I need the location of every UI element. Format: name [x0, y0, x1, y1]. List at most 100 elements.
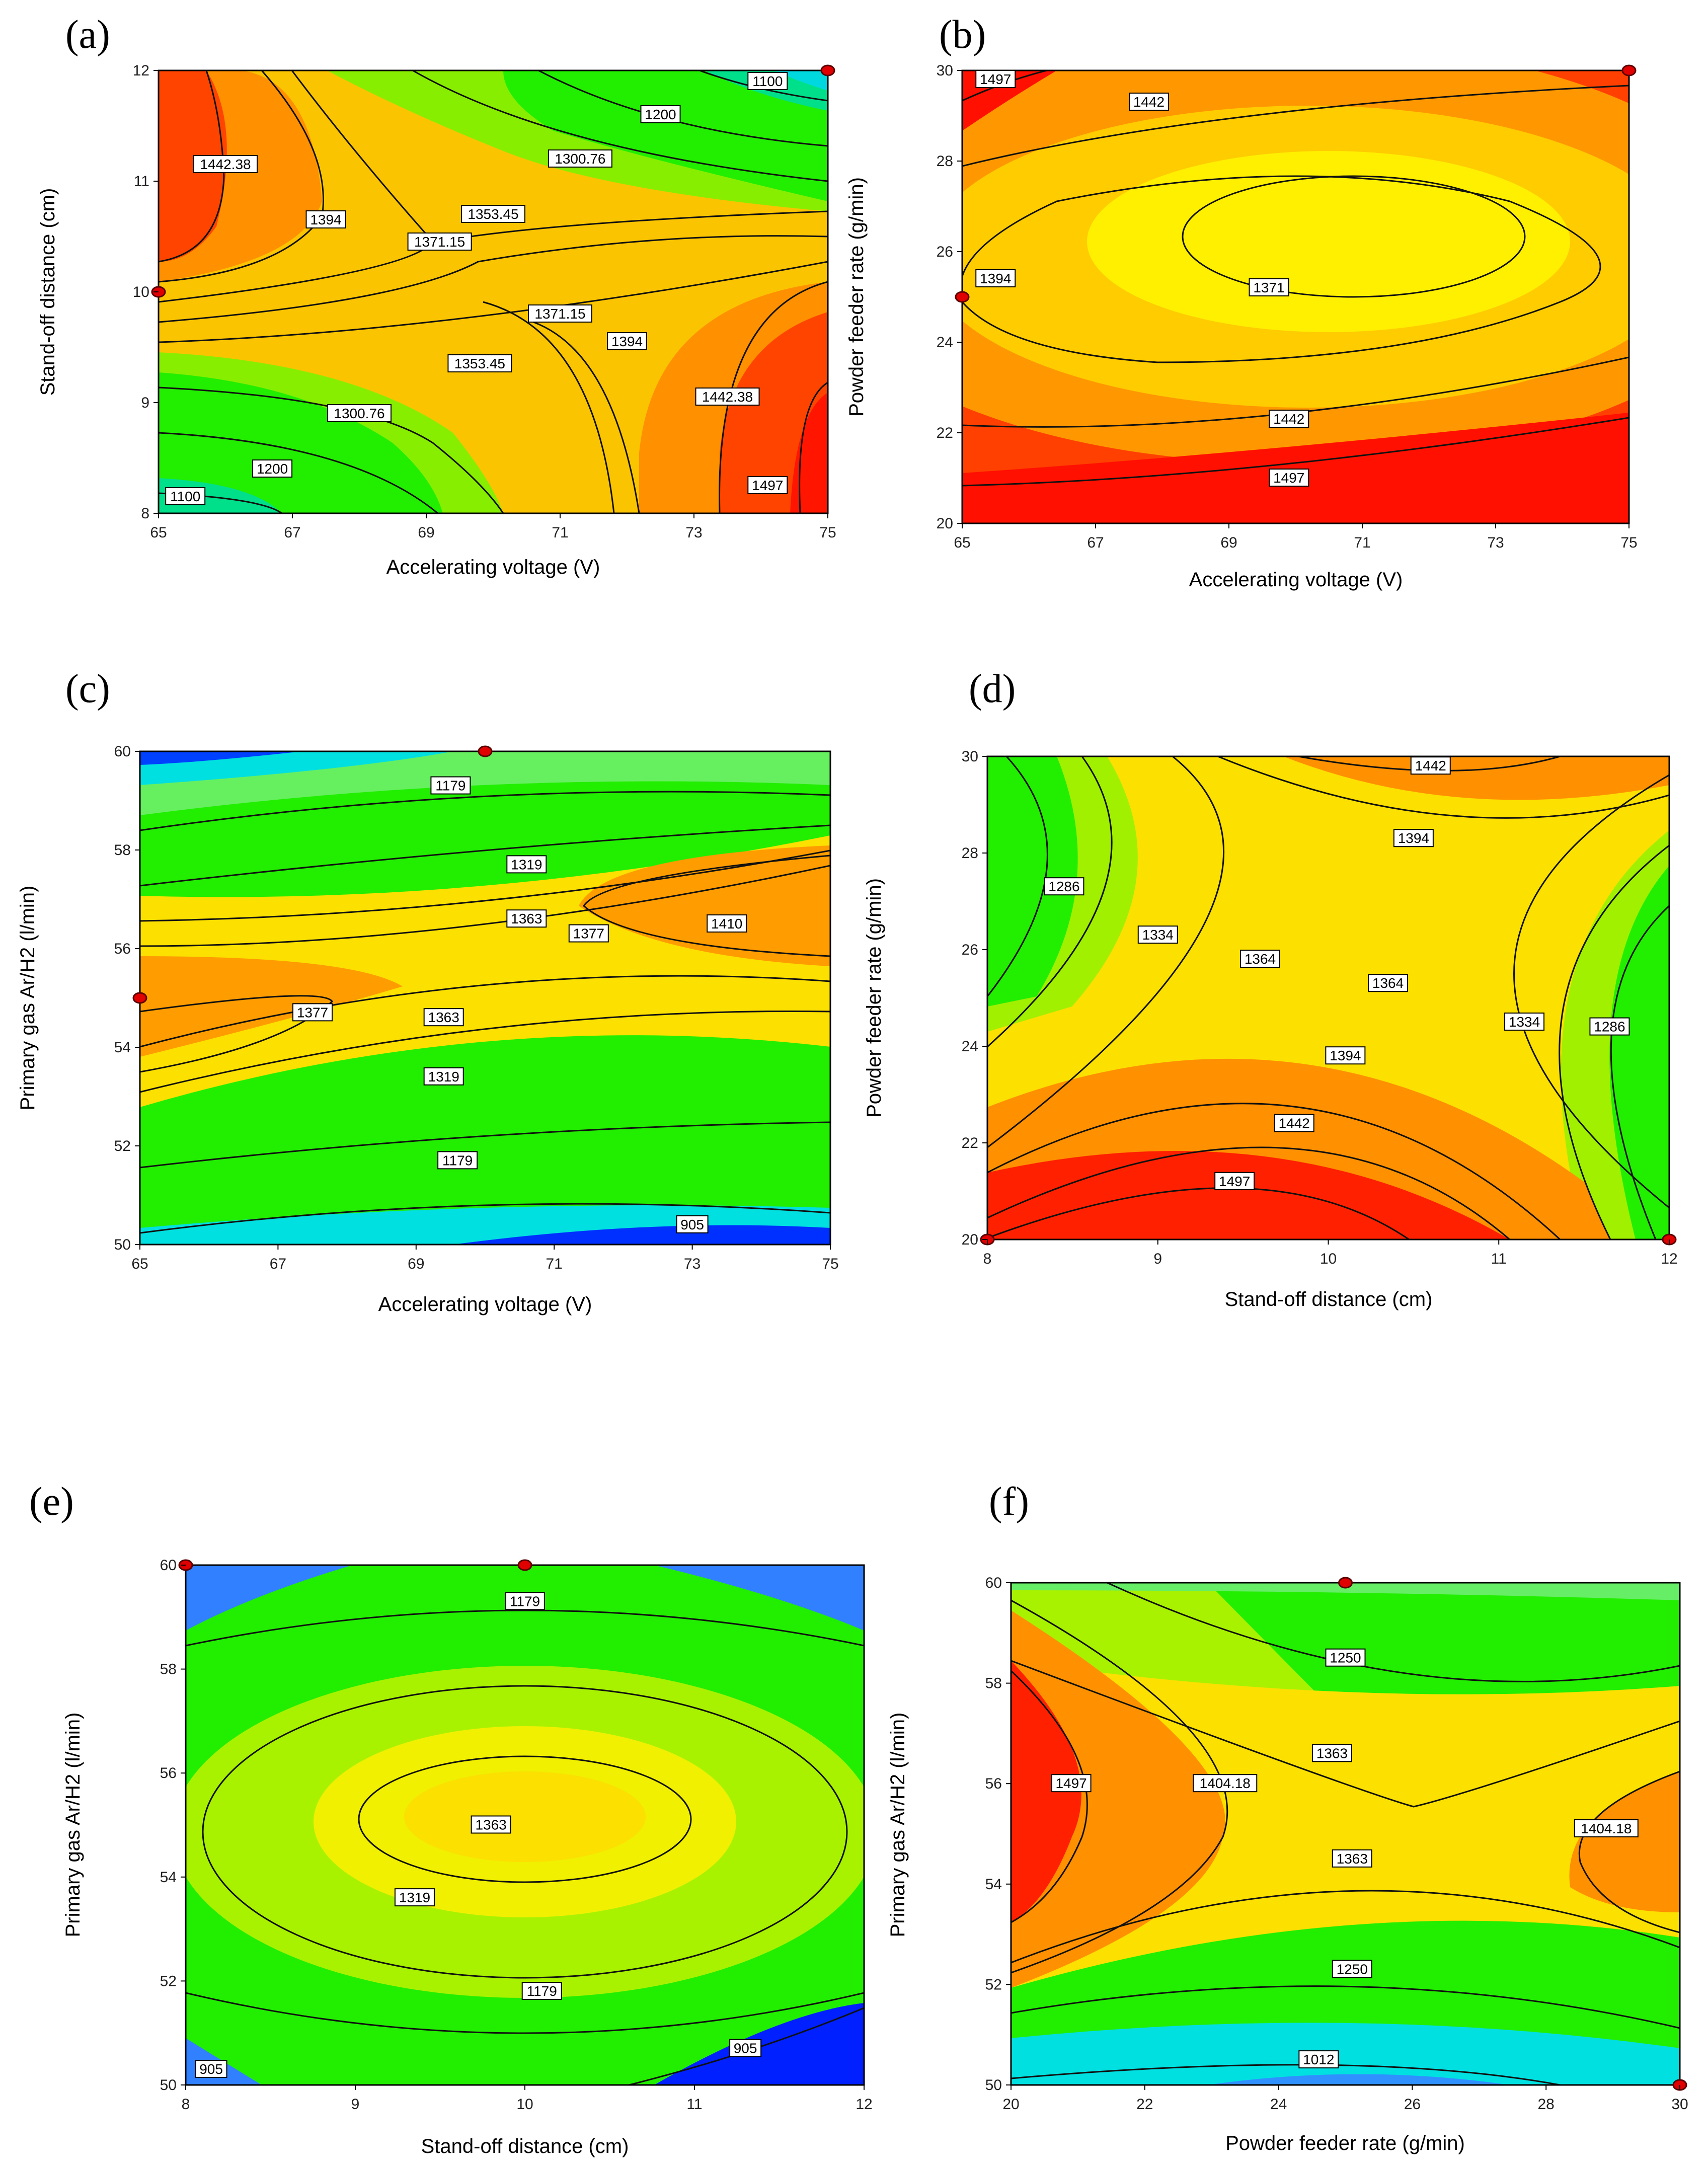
- contour-label-box: [165, 487, 206, 505]
- contour-label: 1179: [521, 1982, 562, 2000]
- y-tick-label: 50: [160, 2077, 177, 2094]
- contour-label-text: 1363: [475, 1817, 506, 1833]
- contour-label-text: 1442: [1415, 758, 1446, 773]
- contour-label: 1250: [1332, 1960, 1372, 1978]
- y-tick-label: 58: [985, 1675, 1002, 1692]
- y-tick-label: 56: [985, 1775, 1002, 1792]
- x-tick-label: 12: [856, 2096, 872, 2113]
- contour-label-text: 1250: [1337, 1961, 1368, 1977]
- x-tick-label: 75: [819, 524, 836, 541]
- contour-labels: 1179 1363 1319 1179 905 905: [195, 1592, 762, 2078]
- contour-label: 1363: [1311, 1744, 1352, 1762]
- panel-a: (a): [37, 13, 836, 578]
- y-tick-label: 20: [962, 1231, 978, 1248]
- contour-label-text: 1334: [1142, 927, 1174, 943]
- contour-label-box: [1574, 1819, 1639, 1838]
- y-axis-title: Primary gas Ar/H2 (l/min): [887, 1713, 909, 1938]
- axis-ticks: 65 67 69 71 73 75 50 52 54 56 58 60: [114, 743, 839, 1272]
- contour-label-text: 1200: [257, 461, 288, 477]
- contour-label: 1363: [471, 1815, 511, 1834]
- y-tick-label: 12: [133, 62, 149, 79]
- contour-label-box: [1332, 1849, 1372, 1868]
- x-tick-label: 75: [1620, 534, 1637, 551]
- x-tick-label: 69: [418, 524, 434, 541]
- contour-label-text: 1286: [1048, 879, 1079, 894]
- contour-label: 1377: [292, 1003, 333, 1022]
- contour-labels: 1442 1394 1286 1334 1364 1364 1334 1286 1394 1442…: [1044, 756, 1630, 1190]
- contour-label-text: 1497: [1055, 1775, 1086, 1791]
- contour-label-text: 1404.18: [1581, 1821, 1632, 1836]
- x-tick-label: 11: [686, 2096, 702, 2113]
- contour-label-text: 1497: [1273, 470, 1304, 486]
- contour-label-box: [1325, 1648, 1366, 1667]
- y-tick-label: 54: [114, 1039, 131, 1056]
- x-tick-label: 30: [1671, 2096, 1688, 2113]
- contour-label-box: [640, 105, 681, 123]
- contour-label-text: 1300.76: [334, 406, 384, 421]
- contour-label: 1364: [1240, 950, 1280, 968]
- contour-label-text: 1394: [1330, 1048, 1361, 1063]
- contour-label: 1410: [707, 914, 747, 933]
- contour-label: 1497: [1051, 1774, 1092, 1793]
- contour-label-text: 1100: [170, 489, 200, 504]
- design-point-marker: [517, 1559, 532, 1571]
- axis-ticks: 65 67 69 71 73 75 8 9 10 11 12: [133, 62, 836, 541]
- contour-label-text: 1179: [527, 1983, 557, 1999]
- contour-label-box: [607, 332, 647, 350]
- x-tick-label: 65: [150, 524, 167, 541]
- contour-label-box: [394, 1888, 435, 1907]
- y-tick-label: 26: [962, 942, 978, 958]
- contour-label: 1363: [506, 909, 547, 928]
- x-tick-label: 12: [1661, 1251, 1677, 1267]
- contour-label: 1394: [607, 332, 647, 350]
- contour-labels: 1497 1442 1394 1371 1442 1497: [975, 70, 1309, 487]
- heatmap-surface: [140, 751, 830, 1245]
- contour-label: 1364: [1368, 974, 1409, 992]
- y-tick-label: 11: [134, 173, 149, 190]
- contour-label: 905: [195, 2060, 227, 2078]
- contour-label-text: 1442: [1133, 94, 1164, 110]
- contour-label-box: [975, 269, 1016, 287]
- panel-e: (e) 1179 1363 1319 1179 905 905 8 9 10 11 12 50 52 5…: [29, 1480, 873, 2157]
- contour-label-text: 1319: [399, 1890, 430, 1905]
- contour-label: 1404.18: [1193, 1774, 1258, 1793]
- contour-label-text: 905: [734, 2041, 757, 2056]
- x-tick-label: 65: [954, 534, 970, 551]
- y-tick-label: 54: [985, 1876, 1002, 1893]
- x-tick-label: 71: [1354, 534, 1370, 551]
- axis-ticks: 8 9 10 11 12 20 22 24 26 28 30: [962, 748, 1678, 1267]
- x-tick-label: 10: [1320, 1251, 1337, 1267]
- contour-label: 1497: [747, 476, 788, 494]
- contour-label: 1371: [1249, 278, 1289, 296]
- contour-label: 1404.18: [1574, 1819, 1639, 1838]
- y-tick-label: 30: [937, 62, 953, 79]
- contour-label-box: [1589, 1017, 1630, 1036]
- contour-label-text: 1394: [980, 271, 1011, 286]
- x-axis-title: Powder feeder rate (g/min): [1225, 2132, 1465, 2154]
- contour-label-text: 1497: [752, 478, 783, 493]
- x-tick-label: 9: [1153, 1251, 1162, 1267]
- contour-label-text: 1442.38: [200, 157, 251, 172]
- y-tick-label: 60: [114, 743, 131, 760]
- x-tick-label: 71: [552, 524, 568, 541]
- contour-label-box: [305, 210, 346, 228]
- contour-label-text: 1371.15: [534, 306, 585, 322]
- design-points: [132, 745, 493, 1004]
- contour-label: 1334: [1137, 925, 1178, 944]
- contour-label-text: 1179: [442, 1152, 473, 1168]
- x-tick-label: 20: [1002, 2096, 1019, 2113]
- contour-label-box: [548, 149, 612, 168]
- contour-label-box: [437, 1151, 478, 1170]
- x-axis-title: Stand-off distance (cm): [1225, 1288, 1433, 1310]
- design-point-marker: [955, 291, 970, 303]
- contour-label-box: [1240, 950, 1280, 968]
- heatmap-surface: [159, 70, 828, 513]
- contour-label-text: 1363: [511, 911, 542, 926]
- contour-label-box: [568, 924, 609, 943]
- contour-label: 1394: [1325, 1046, 1366, 1065]
- contour-label: 1497: [1214, 1172, 1255, 1190]
- contour-label-box: [423, 1008, 464, 1027]
- x-tick-label: 22: [1136, 2096, 1153, 2113]
- y-axis-title: Powder feeder rate (g/min): [863, 878, 885, 1118]
- y-tick-label: 26: [937, 244, 953, 260]
